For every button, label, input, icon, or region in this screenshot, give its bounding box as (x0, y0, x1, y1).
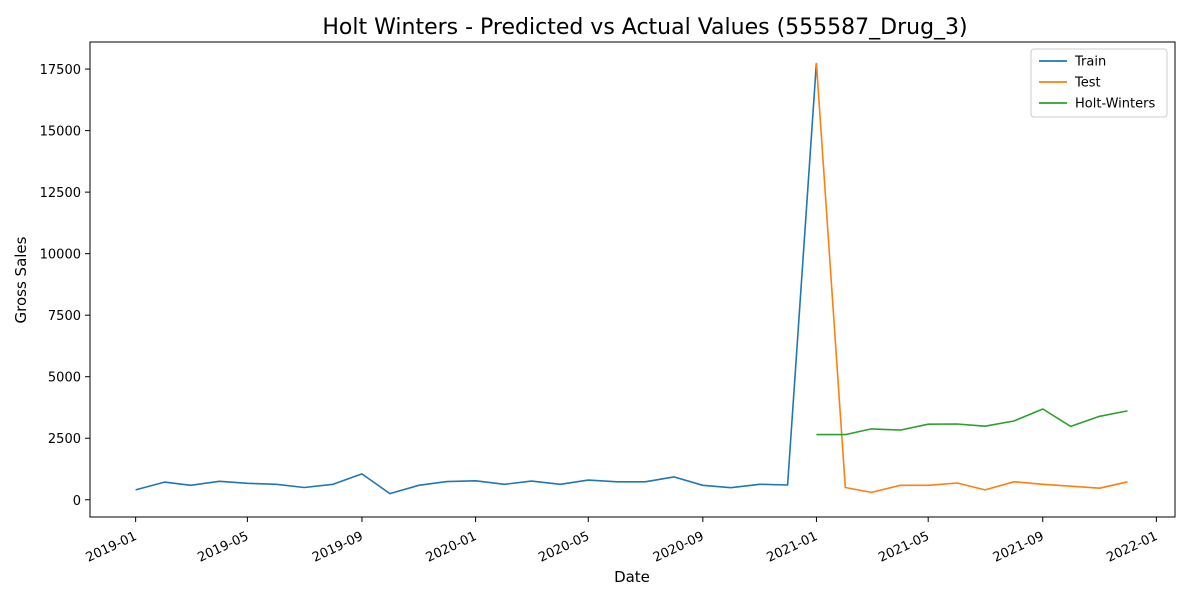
y-tick-label: 5000 (48, 371, 81, 386)
x-tick-label: 2020-05 (536, 529, 592, 566)
legend-label: Holt-Winters (1075, 97, 1155, 112)
legend: Train Test Holt-Winters (1030, 48, 1168, 118)
y-tick-label: 17500 (40, 63, 81, 78)
series-line-train (135, 62, 818, 495)
x-tick-label: 2019-01 (84, 529, 140, 566)
x-tick-label: 2021-05 (876, 529, 932, 566)
y-tick-label: 2500 (48, 432, 81, 447)
y-axis: 0 2500 5000 7500 10000 12500 15000 17500 (40, 63, 90, 509)
y-tick-label: 10000 (40, 248, 81, 263)
x-tick-label: 2021-09 (991, 529, 1047, 566)
x-tick-label: 2020-01 (424, 529, 480, 566)
x-tick-label: 2019-09 (310, 529, 366, 566)
series-line-test (815, 62, 1128, 494)
x-tick-label: 2021-01 (765, 529, 821, 566)
x-tick-label: 2020-09 (651, 529, 707, 566)
x-tick-label: 2022-01 (1104, 529, 1160, 566)
legend-label: Train (1074, 55, 1106, 70)
x-axis: 2019-01 2019-05 2019-09 2020-01 2020-05 2020-… (84, 517, 1160, 566)
y-tick-label: 15000 (40, 125, 81, 140)
series-lines (135, 62, 1128, 495)
y-tick-label: 0 (73, 494, 81, 509)
x-axis-label: Date (614, 568, 650, 586)
x-tick-label: 2019-05 (196, 529, 252, 566)
y-axis-label: Gross Sales (12, 236, 30, 323)
series-line-holt-winters (816, 408, 1128, 436)
y-tick-label: 7500 (48, 309, 81, 324)
legend-label: Test (1074, 76, 1101, 91)
y-tick-label: 12500 (40, 186, 81, 201)
legend-box (1030, 48, 1168, 118)
plot-area (89, 41, 1176, 518)
chart-title: Holt Winters - Predicted vs Actual Value… (322, 15, 967, 40)
